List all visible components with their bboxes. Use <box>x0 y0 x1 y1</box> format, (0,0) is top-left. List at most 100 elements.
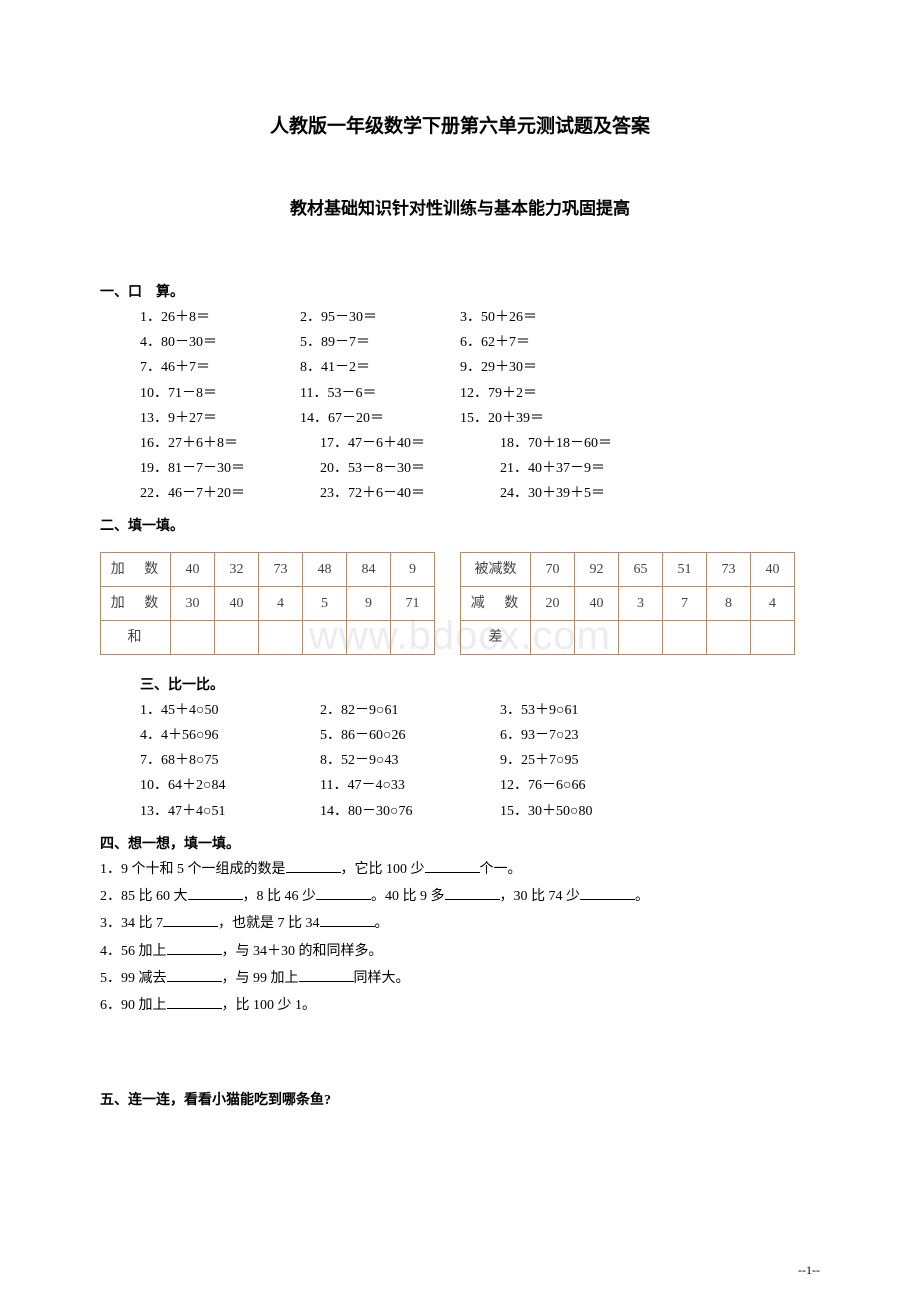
compare-item: 13．47＋4○51 <box>140 799 320 824</box>
table-cell <box>707 620 751 654</box>
text: 4．56 加上 <box>100 944 167 959</box>
row-label: 被减数 <box>461 552 531 586</box>
table-cell: 40 <box>575 586 619 620</box>
blank <box>425 859 480 873</box>
text: 1．9 个十和 5 个一组成的数是 <box>100 862 286 877</box>
tables-container: 加 数40327348849加 数304045971和 被减数709265517… <box>100 552 820 655</box>
blank <box>320 913 375 927</box>
question-row: 7．46＋7＝ 8．41－2＝9．29＋30＝ <box>140 355 820 380</box>
table-row: 加 数40327348849 <box>101 552 435 586</box>
table-cell: 4 <box>259 586 303 620</box>
question-item: 9．29＋30＝ <box>460 355 537 380</box>
compare-item: 6．93－7○23 <box>500 723 578 748</box>
table-cell: 32 <box>215 552 259 586</box>
question-item: 4．80－30＝ <box>140 330 300 355</box>
compare-item: 15．30＋50○80 <box>500 799 592 824</box>
table-cell: 40 <box>171 552 215 586</box>
question-item: 24．30＋39＋5＝ <box>500 481 605 506</box>
blank <box>316 886 371 900</box>
compare-row: 10．64＋2○8411．47－4○3312．76－6○66 <box>140 773 820 798</box>
question-item: 11．53－6＝ <box>300 381 460 406</box>
compare-item: 10．64＋2○84 <box>140 773 320 798</box>
table-cell: 30 <box>171 586 215 620</box>
question-item: 22．46－7＋20＝ <box>140 481 320 506</box>
question-item: 8．41－2＝ <box>300 355 460 380</box>
question-row: 13．9＋27＝14．67－20＝15．20＋39＝ <box>140 406 820 431</box>
text: 同样大。 <box>354 971 410 986</box>
question-item: 16．27＋6＋8＝ <box>140 431 320 456</box>
blank <box>580 886 635 900</box>
s4-line3: 3．34 比 7，也就是 7 比 34。 <box>100 911 820 936</box>
section2-header: 二、填一填。 <box>100 514 820 539</box>
compare-row: 7．68＋8○758．52－9○439．25＋7○95 <box>140 748 820 773</box>
table-cell <box>575 620 619 654</box>
compare-item: 9．25＋7○95 <box>500 748 578 773</box>
table-cell: 4 <box>751 586 795 620</box>
text: 。 <box>635 889 649 904</box>
compare-row: 1．45＋4○502．82－9○613．53＋9○61 <box>140 698 820 723</box>
row-label: 差 <box>461 620 531 654</box>
table-row: 差 <box>461 620 795 654</box>
s4-line6: 6．90 加上，比 100 少 1。 <box>100 993 820 1018</box>
question-item: 13．9＋27＝ <box>140 406 300 431</box>
question-item: 3．50＋26＝ <box>460 305 537 330</box>
table-cell <box>303 620 347 654</box>
table-cell <box>171 620 215 654</box>
main-title: 人教版一年级数学下册第六单元测试题及答案 <box>100 110 820 144</box>
compare-item: 14．80－30○76 <box>320 799 500 824</box>
text: 个一。 <box>480 862 522 877</box>
question-row: 4．80－30＝5．89－7＝6．62＋7＝ <box>140 330 820 355</box>
table-cell <box>619 620 663 654</box>
question-item: 2．95－30＝ <box>300 305 460 330</box>
question-row: 22．46－7＋20＝23．72＋6－40＝24．30＋39＋5＝ <box>140 481 820 506</box>
question-row: 1．26＋8＝2．95－30＝3．50＋26＝ <box>140 305 820 330</box>
blank <box>445 886 500 900</box>
question-item: 15．20＋39＝ <box>460 406 544 431</box>
question-item: 1．26＋8＝ <box>140 305 300 330</box>
table-cell: 48 <box>303 552 347 586</box>
table-row: 加 数304045971 <box>101 586 435 620</box>
table-cell: 7 <box>663 586 707 620</box>
table-cell: 73 <box>707 552 751 586</box>
table-cell <box>259 620 303 654</box>
section1-header: 一、口 算。 <box>100 280 820 305</box>
blank <box>167 968 222 982</box>
s4-line2: 2．85 比 60 大，8 比 46 少。40 比 9 多，30 比 74 少。 <box>100 884 820 909</box>
question-item: 23．72＋6－40＝ <box>320 481 500 506</box>
page-number: --1-- <box>798 1260 820 1282</box>
s4-line5: 5．99 减去，与 99 加上同样大。 <box>100 966 820 991</box>
question-item: 17．47－6＋40＝ <box>320 431 500 456</box>
table-cell: 65 <box>619 552 663 586</box>
sub-title: 教材基础知识针对性训练与基本能力巩固提高 <box>100 194 820 225</box>
blank <box>167 941 222 955</box>
table-cell <box>531 620 575 654</box>
text: ，与 34＋30 的和同样多。 <box>222 944 383 959</box>
table-cell: 51 <box>663 552 707 586</box>
table-row: 减 数20403784 <box>461 586 795 620</box>
compare-item: 11．47－4○33 <box>320 773 500 798</box>
table-cell: 40 <box>215 586 259 620</box>
question-item: 10．71－8＝ <box>140 381 300 406</box>
table-cell: 9 <box>391 552 435 586</box>
table-cell: 84 <box>347 552 391 586</box>
row-label: 加 数 <box>101 586 171 620</box>
s4-line1: 1．9 个十和 5 个一组成的数是 ，它比 100 少 个一。 <box>100 857 820 882</box>
table-cell <box>215 620 259 654</box>
question-item: 14．67－20＝ <box>300 406 460 431</box>
section4-header: 四、想一想，填一填。 <box>100 832 820 857</box>
blank <box>299 968 354 982</box>
text: 。 <box>375 916 389 931</box>
compare-item: 2．82－9○61 <box>320 698 500 723</box>
table-cell: 20 <box>531 586 575 620</box>
compare-row: 13．47＋4○5114．80－30○7615．30＋50○80 <box>140 799 820 824</box>
question-row: 19．81－7－30＝20．53－8－30＝21．40＋37－9＝ <box>140 456 820 481</box>
section3-questions: 1．45＋4○502．82－9○613．53＋9○614．4＋56○965．86… <box>100 698 820 824</box>
table-cell: 71 <box>391 586 435 620</box>
text: ，它比 100 少 <box>341 862 425 877</box>
compare-item: 3．53＋9○61 <box>500 698 578 723</box>
text: 2．85 比 60 大 <box>100 889 188 904</box>
table-cell: 5 <box>303 586 347 620</box>
text: 6．90 加上 <box>100 998 167 1013</box>
compare-item: 5．86－60○26 <box>320 723 500 748</box>
table-cell <box>347 620 391 654</box>
